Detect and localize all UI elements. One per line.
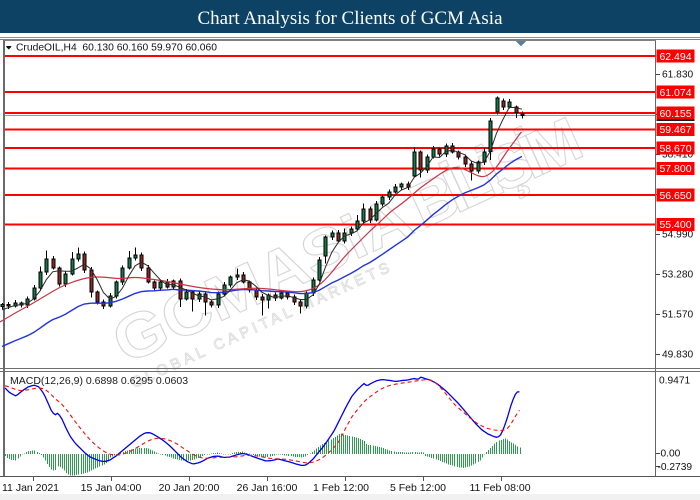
svg-text:62.494: 62.494 — [659, 51, 691, 63]
svg-text:54.990: 54.990 — [662, 230, 693, 241]
svg-text:5 Feb 12:00: 5 Feb 12:00 — [390, 482, 446, 494]
svg-text:-0.2739: -0.2739 — [658, 462, 693, 473]
svg-text:15 Jan 04:00: 15 Jan 04:00 — [81, 482, 142, 494]
svg-text:51.570: 51.570 — [662, 310, 693, 321]
svg-text:49.830: 49.830 — [662, 350, 693, 361]
svg-text:59.467: 59.467 — [659, 124, 691, 136]
svg-text:11 Feb 08:00: 11 Feb 08:00 — [469, 482, 530, 494]
svg-text:11 Jan 2021: 11 Jan 2021 — [2, 482, 59, 494]
svg-text:58.670: 58.670 — [659, 143, 691, 155]
svg-text:57.800: 57.800 — [659, 163, 691, 175]
svg-text:56.650: 56.650 — [659, 190, 691, 202]
svg-text:Chart Analysis for Clients of: Chart Analysis for Clients of GCM Asia — [197, 8, 503, 29]
svg-text:20 Jan 20:00: 20 Jan 20:00 — [159, 482, 220, 494]
svg-text:61.074: 61.074 — [659, 87, 691, 99]
svg-text:60.155: 60.155 — [659, 108, 691, 120]
svg-text:53.280: 53.280 — [662, 270, 693, 281]
svg-text:0.9471: 0.9471 — [659, 376, 690, 387]
svg-text:61.830: 61.830 — [662, 70, 693, 81]
svg-text:0.00: 0.00 — [661, 449, 681, 460]
svg-text:58.410: 58.410 — [662, 150, 693, 161]
svg-text:MACD(12,26,9) 0.6898 0.6295 0.: MACD(12,26,9) 0.6898 0.6295 0.0603 — [10, 375, 188, 387]
svg-text:CrudeOIL,H4 60.130 60.160 59.: CrudeOIL,H4 60.130 60.160 59.970 60.060 — [16, 43, 217, 54]
svg-text:26 Jan 16:00: 26 Jan 16:00 — [237, 482, 298, 494]
svg-text:1 Feb 12:00: 1 Feb 12:00 — [313, 482, 369, 494]
svg-text:55.400: 55.400 — [659, 219, 691, 231]
